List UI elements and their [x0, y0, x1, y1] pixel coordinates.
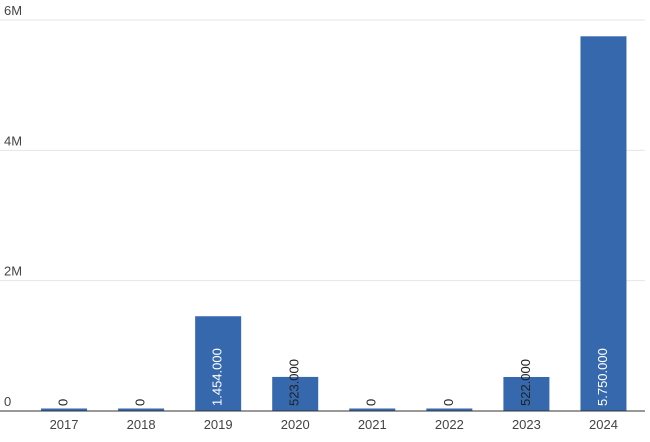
value-label: 523.000	[287, 359, 302, 406]
bar	[118, 408, 165, 411]
bar	[349, 408, 396, 411]
y-tick-label: 0	[4, 394, 11, 409]
value-label: 0	[133, 399, 148, 406]
value-label: 0	[55, 399, 70, 406]
bar	[503, 376, 550, 411]
x-tick-label: 2022	[435, 417, 464, 432]
x-tick-label: 2021	[358, 417, 387, 432]
x-tick-label: 2023	[512, 417, 541, 432]
value-label: 5.750.000	[595, 348, 610, 406]
value-label: 522.000	[518, 359, 533, 406]
x-tick-label: 2020	[281, 417, 310, 432]
bar	[580, 36, 627, 412]
bar	[272, 376, 319, 411]
bar	[426, 408, 473, 411]
bar	[195, 316, 242, 411]
x-tick-label: 2017	[50, 417, 79, 432]
value-label: 0	[441, 399, 456, 406]
bar	[41, 408, 88, 411]
value-label: 1.454.000	[210, 348, 225, 406]
y-tick-label: 2M	[4, 264, 22, 279]
x-tick-label: 2018	[127, 417, 156, 432]
x-tick-label: 2019	[204, 417, 233, 432]
y-tick-label: 4M	[4, 133, 22, 148]
value-label: 0	[364, 399, 379, 406]
x-tick-label: 2024	[589, 417, 618, 432]
y-tick-label: 6M	[4, 3, 22, 18]
